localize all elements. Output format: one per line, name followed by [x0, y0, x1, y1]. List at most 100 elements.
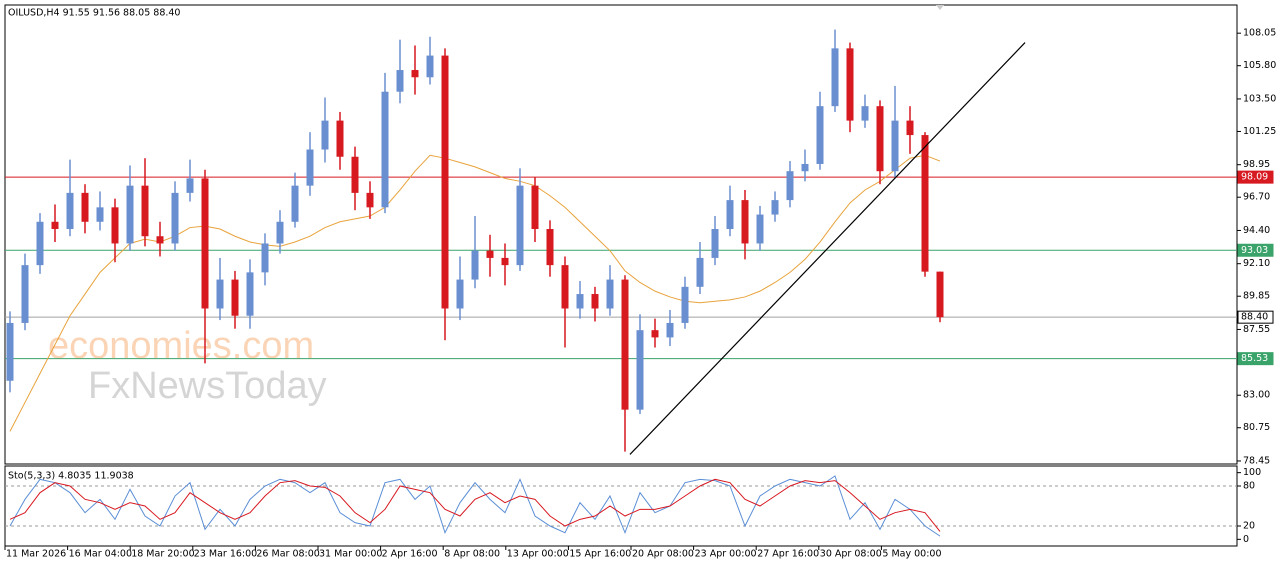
x-tick-label: 27 Apr 16:00: [757, 549, 819, 560]
candle-body: [156, 236, 164, 244]
price-label: 93.03: [1241, 245, 1268, 256]
candle-body: [606, 279, 614, 309]
candle-body: [516, 185, 524, 266]
candle-body: [141, 185, 149, 237]
candle-body: [426, 55, 434, 78]
candle-body: [441, 55, 449, 309]
y-tick-label: 101.25: [1243, 126, 1276, 137]
candle-body: [21, 265, 29, 323]
x-tick-label: 16 Mar 04:00: [69, 549, 132, 560]
x-tick-label: 30 Apr 08:00: [820, 549, 882, 560]
x-tick-label: 31 Mar 00:00: [319, 549, 382, 560]
candle-body: [561, 265, 569, 309]
y-tick-label: 89.85: [1243, 291, 1270, 302]
candle-body: [486, 250, 494, 258]
candle-body: [576, 294, 584, 309]
x-tick-label: 5 May 00:00: [882, 549, 941, 560]
price-label-box: [1237, 243, 1274, 257]
candle-body: [876, 106, 884, 172]
candle-body: [531, 185, 539, 230]
candle-body: [66, 192, 74, 230]
x-tick-label: 8 Apr 08:00: [444, 549, 500, 560]
candle-body: [321, 120, 329, 150]
candle-body: [771, 200, 779, 215]
candle-body: [846, 48, 854, 121]
candle-body: [111, 207, 119, 244]
candle-body: [411, 70, 419, 78]
price-label: 85.53: [1241, 353, 1268, 364]
price-label: 98.09: [1241, 172, 1268, 183]
price-label: 88.40: [1241, 312, 1268, 323]
x-tick-label: 23 Apr 00:00: [695, 549, 757, 560]
candle-body: [246, 272, 254, 316]
y-tick-label: 80: [1243, 481, 1255, 492]
candle-body: [636, 330, 644, 410]
watermark: FxNewsToday: [88, 365, 327, 407]
candle-body: [81, 192, 89, 222]
candle-body: [591, 294, 599, 309]
x-tick-label: 20 Apr 08:00: [632, 549, 694, 560]
candle-body: [681, 286, 689, 323]
y-tick-label: 108.05: [1243, 28, 1276, 39]
candle-body: [621, 279, 629, 410]
candle-body: [96, 207, 104, 222]
shift-marker: [936, 5, 944, 10]
candle-body: [666, 322, 674, 338]
candle-body: [726, 200, 734, 230]
y-tick-label: 103.50: [1243, 93, 1276, 104]
y-tick-label: 100: [1243, 467, 1261, 478]
main-plot-frame: [4, 4, 1238, 465]
candle-body: [336, 120, 344, 157]
candle-body: [366, 192, 374, 208]
y-tick-label: 0: [1243, 534, 1249, 545]
y-tick-label: 105.80: [1243, 60, 1276, 71]
candle-body: [936, 271, 944, 318]
y-tick-label: 20: [1243, 521, 1255, 532]
candle-body: [126, 185, 134, 244]
candle-body: [861, 106, 869, 121]
candle-body: [456, 279, 464, 309]
candle-body: [501, 257, 509, 266]
candle-body: [36, 221, 44, 266]
trendline: [629, 42, 1026, 455]
candle-body: [471, 250, 479, 280]
x-tick-label: 15 Apr 16:00: [569, 549, 631, 560]
candle-body: [351, 156, 359, 193]
candle-body: [756, 214, 764, 244]
x-tick-label: 18 Mar 20:00: [131, 549, 194, 560]
price-label-box: [1237, 170, 1274, 184]
candle-body: [816, 106, 824, 164]
candle-body: [891, 120, 899, 172]
candle-body: [741, 200, 749, 244]
moving-average: [9, 154, 941, 432]
candle-body: [696, 257, 704, 287]
price-label-box: [1237, 310, 1274, 324]
candle-body: [786, 171, 794, 201]
candle-body: [276, 221, 284, 244]
y-tick-label: 87.55: [1243, 324, 1270, 335]
chart-title: OILUSD,H4 91.55 91.56 88.05 88.40: [8, 8, 180, 19]
candle-body: [231, 279, 239, 316]
candle-body: [186, 178, 194, 193]
candle-body: [921, 135, 929, 272]
candle-body: [396, 70, 404, 92]
candle-body: [711, 229, 719, 258]
candle-body: [6, 322, 14, 381]
candle-body: [216, 279, 224, 309]
indicator-title: Sto(5,3,3) 4.8035 11.9038: [8, 471, 134, 482]
candle-body: [381, 91, 389, 208]
y-tick-label: 94.40: [1243, 225, 1270, 236]
candle-body: [831, 48, 839, 107]
y-tick-label: 83.00: [1243, 390, 1270, 401]
x-tick-label: 26 Mar 08:00: [256, 549, 319, 560]
y-tick-label: 98.95: [1243, 159, 1270, 170]
candle-body: [906, 120, 914, 136]
y-tick-label: 96.70: [1243, 192, 1270, 203]
x-tick-label: 13 Apr 00:00: [507, 549, 569, 560]
watermark: economies.com: [48, 325, 314, 367]
candle-body: [51, 221, 59, 230]
y-tick-label: 92.10: [1243, 258, 1270, 269]
candle-body: [291, 185, 299, 222]
